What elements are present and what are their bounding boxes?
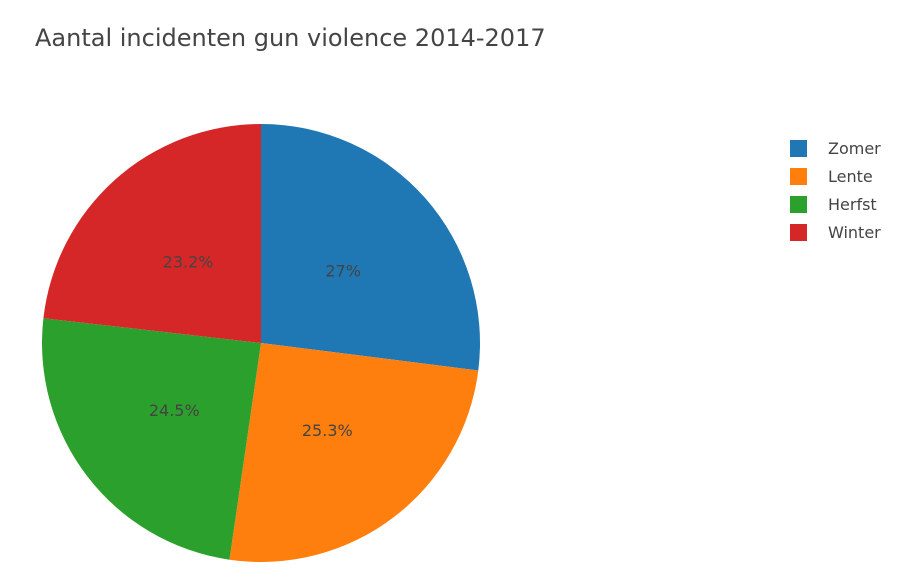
legend-swatch-zomer (790, 139, 807, 157)
pie-slice-lente[interactable] (229, 343, 479, 562)
legend-label-herfst: Herfst (828, 194, 877, 214)
legend-swatch-winter (790, 223, 807, 241)
legend-label-zomer: Zomer (828, 138, 881, 158)
legend-item-zomer[interactable]: Zomer (790, 134, 881, 162)
legend-label-lente: Lente (828, 166, 873, 186)
legend-item-lente[interactable]: Lente (790, 162, 881, 190)
pie-label-herfst: 24.5% (149, 401, 200, 420)
pie-slice-winter[interactable] (43, 124, 261, 343)
pie-slice-herfst[interactable] (42, 318, 261, 560)
legend-label-winter: Winter (828, 222, 881, 242)
pie-label-winter: 23.2% (163, 252, 214, 271)
pie-slice-zomer[interactable] (261, 124, 480, 371)
pie-label-zomer: 27% (325, 262, 361, 281)
legend: Zomer Lente Herfst Winter (790, 134, 881, 246)
legend-item-winter[interactable]: Winter (790, 218, 881, 246)
legend-swatch-lente (790, 167, 807, 185)
legend-item-herfst[interactable]: Herfst (790, 190, 881, 218)
pie-label-lente: 25.3% (302, 421, 353, 440)
chart-title: Aantal incidenten gun violence 2014-2017 (35, 24, 546, 52)
legend-swatch-herfst (790, 195, 807, 213)
